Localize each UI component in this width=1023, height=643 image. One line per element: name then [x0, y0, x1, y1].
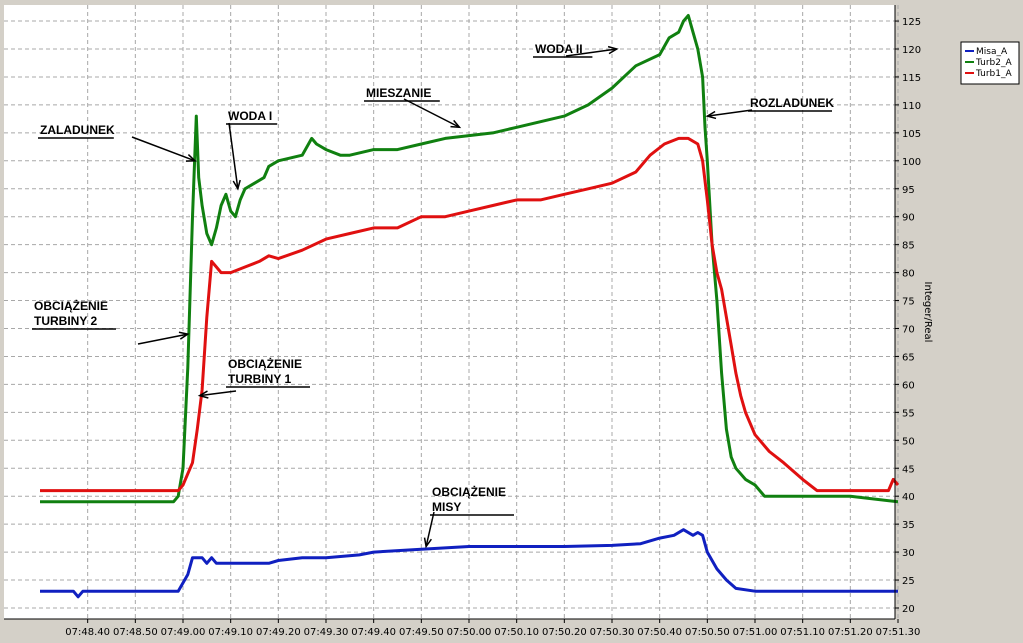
- y-tick-label: 120: [902, 45, 921, 56]
- y-tick-label: 50: [902, 436, 915, 447]
- y-tick-label: 80: [902, 269, 915, 280]
- annotation-label: OBCIĄŻENIE: [34, 298, 108, 313]
- y-tick-label: 85: [902, 241, 915, 252]
- y-tick-label: 115: [902, 73, 921, 84]
- x-tick-label: 07:49.30: [304, 627, 349, 638]
- annotation-arrow: [199, 390, 237, 397]
- x-tick-label: 07:49.00: [161, 627, 206, 638]
- annotation-arrow: [565, 48, 617, 57]
- y-tick-label: 55: [902, 408, 915, 419]
- series-lines: [40, 14, 900, 599]
- series-line-turb2-a: [40, 14, 899, 504]
- y-tick-label: 20: [902, 604, 915, 615]
- y-tick-label: 25: [902, 576, 915, 587]
- x-tick-label: 07:50.40: [637, 627, 682, 638]
- y-axis: 20 25 30 35 40 45 50 55 60 65 70 75 80 85 90 95 100 105 11…: [894, 5, 921, 619]
- y-tick-label: 60: [902, 380, 915, 391]
- y-tick-label: 75: [902, 297, 915, 308]
- annotation: WODA I: [226, 109, 278, 191]
- x-tick-label: 07:50.00: [447, 627, 492, 638]
- x-tick-label: 07:50.10: [494, 627, 539, 638]
- x-tick-label: 07:49.20: [256, 627, 301, 638]
- y-tick-label: 65: [902, 352, 915, 363]
- series-line-turb1-a: [40, 136, 900, 493]
- annotation-label: OBCIĄŻENIE: [432, 484, 506, 499]
- annotation: ZALADUNEK: [38, 123, 197, 162]
- y-tick-label: 90: [902, 213, 915, 224]
- annotation-label: TURBINY 1: [228, 372, 291, 386]
- annotation-label: MIESZANIE: [366, 86, 431, 100]
- annotation: WODA II: [533, 42, 619, 58]
- x-tick-label: 07:51.10: [780, 627, 825, 638]
- x-tick-label: 07:51.20: [828, 627, 873, 638]
- y-tick-label: 100: [902, 157, 921, 168]
- annotation-arrowhead: [178, 331, 190, 340]
- y-tick-label: 95: [902, 185, 915, 196]
- x-axis: 07:48.40 07:48.50 07:49.00 07:49.10 07:49.20…: [4, 618, 921, 638]
- y-tick-label: 70: [902, 325, 915, 336]
- annotation-label: ZALADUNEK: [40, 123, 115, 137]
- y-tick-label: 45: [902, 464, 915, 475]
- series-line-misa-a: [40, 528, 898, 599]
- legend-label: Turb2_A: [975, 58, 1012, 68]
- annotation-label: ROZLADUNEK: [750, 96, 834, 110]
- annotation-label: OBCIĄŻENIE: [228, 356, 302, 371]
- y-tick-label: 110: [902, 101, 921, 112]
- annotation-arrowhead: [185, 154, 197, 162]
- annotation-label: WODA II: [535, 42, 583, 56]
- annotation-arrow: [425, 511, 435, 547]
- annotation-label: MISY: [432, 500, 461, 514]
- annotation-arrow: [137, 333, 188, 345]
- x-tick-label: 07:48.40: [65, 627, 110, 638]
- grid-lines: [4, 5, 899, 619]
- legend-label: Misa_A: [976, 47, 1008, 57]
- annotation-arrowhead: [423, 537, 432, 549]
- x-tick-label: 07:49.50: [399, 627, 444, 638]
- annotation-arrow: [403, 98, 460, 128]
- x-tick-label: 07:49.10: [208, 627, 253, 638]
- x-tick-label: 07:51.30: [876, 627, 921, 638]
- x-tick-label: 07:50.30: [590, 627, 635, 638]
- y-tick-label: 40: [902, 492, 915, 503]
- y-axis-label: Integer/Real: [922, 282, 933, 343]
- y-tick-label: 125: [902, 17, 921, 28]
- x-tick-label: 07:49.40: [351, 627, 396, 638]
- annotation: MIESZANIE: [364, 86, 462, 129]
- annotation: ROZLADUNEK: [705, 96, 834, 120]
- annotation-label: WODA I: [228, 109, 272, 123]
- annotation-arrow: [228, 122, 239, 189]
- annotations: ZALADUNEK WODA I MIESZANIE WODA II ROZLADUNE…: [32, 42, 834, 549]
- annotation-arrow: [707, 109, 753, 117]
- annotation-arrowhead: [705, 110, 717, 120]
- annotation-arrow: [131, 136, 196, 162]
- annotation-arrowhead: [197, 390, 209, 399]
- y-tick-label: 30: [902, 548, 915, 559]
- annotation-label: TURBINY 2: [34, 314, 97, 328]
- annotation-arrowhead: [607, 45, 619, 55]
- y-tick-label: 105: [902, 129, 921, 140]
- plot-area: [4, 5, 895, 619]
- y-tick-label: 35: [902, 520, 915, 531]
- x-tick-label: 07:50.50: [685, 627, 730, 638]
- annotation-arrowhead: [232, 179, 241, 191]
- legend-label: Turb1_A: [975, 69, 1012, 79]
- x-tick-label: 07:51.00: [733, 627, 778, 638]
- x-tick-label: 07:50.20: [542, 627, 587, 638]
- x-tick-label: 07:48.50: [113, 627, 158, 638]
- annotation-arrowhead: [450, 119, 462, 129]
